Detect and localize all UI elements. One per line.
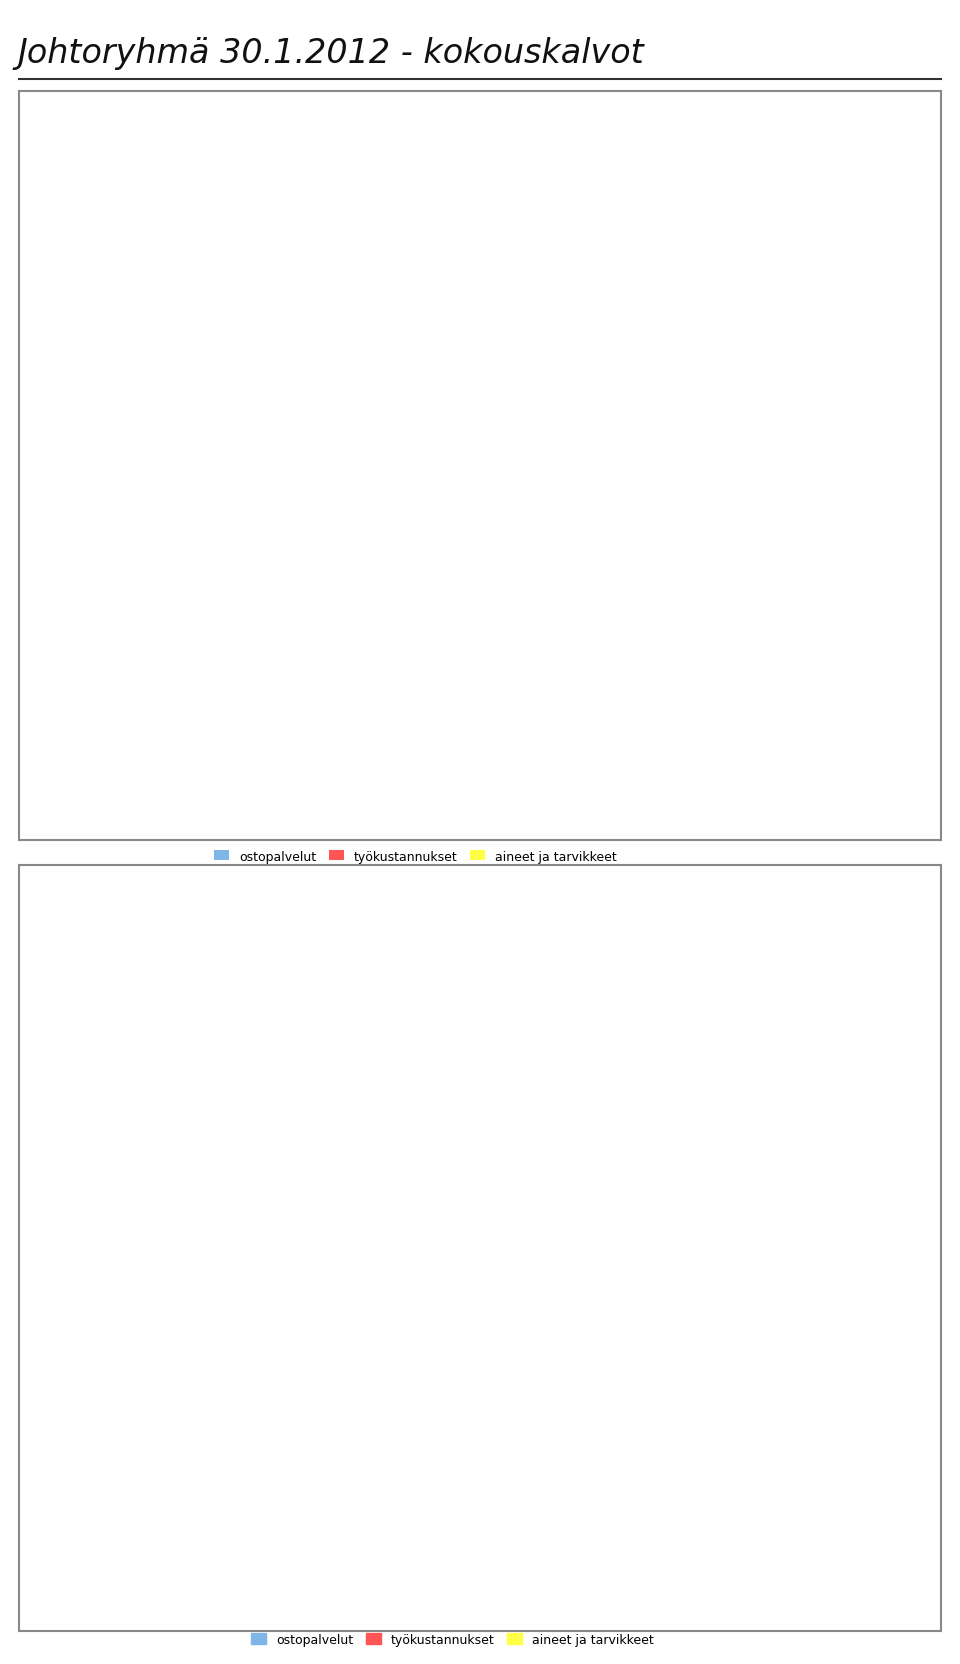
FancyBboxPatch shape — [710, 1611, 913, 1624]
Text: Johtoryhmä 30.1.2012 - kokouskalvot: Johtoryhmä 30.1.2012 - kokouskalvot — [17, 37, 644, 70]
FancyBboxPatch shape — [80, 151, 88, 190]
FancyBboxPatch shape — [47, 922, 55, 965]
FancyBboxPatch shape — [370, 824, 480, 837]
FancyBboxPatch shape — [590, 1611, 701, 1624]
FancyBboxPatch shape — [590, 824, 701, 837]
FancyBboxPatch shape — [58, 160, 66, 190]
Text: 14: 14 — [867, 889, 913, 922]
Text: 13: 13 — [867, 113, 913, 146]
FancyBboxPatch shape — [498, 824, 572, 837]
FancyBboxPatch shape — [69, 140, 77, 190]
FancyBboxPatch shape — [710, 824, 913, 837]
Text: Kunnat ja kuntayhtymät, infratehtäväluokkien
toimintamenot 2006 – 2010, kehtokun: Kunnat ja kuntayhtymät, infratehtäväluok… — [65, 211, 544, 258]
Text: Kunnat ja kuntayhtymät, infratehtäväluokkien
toimintameno-osuudet 2006 – 2010, k: Kunnat ja kuntayhtymät, infratehtäväluok… — [65, 988, 583, 1033]
Text: Tilastokeskus: Tilastokeskus — [121, 927, 242, 945]
Text: Tilastokeskus: Tilastokeskus — [121, 151, 242, 170]
FancyBboxPatch shape — [80, 927, 88, 965]
FancyBboxPatch shape — [47, 148, 55, 190]
FancyBboxPatch shape — [370, 1611, 480, 1624]
FancyBboxPatch shape — [498, 1611, 572, 1624]
FancyBboxPatch shape — [69, 915, 77, 965]
FancyBboxPatch shape — [58, 934, 66, 965]
